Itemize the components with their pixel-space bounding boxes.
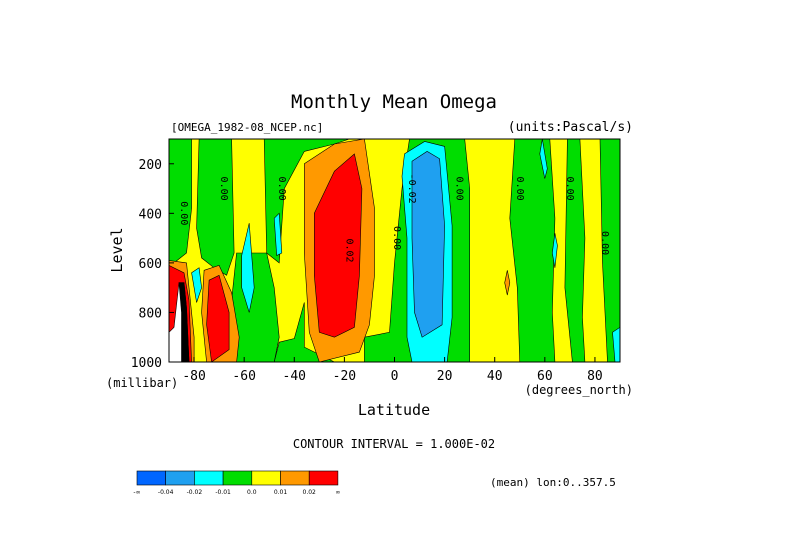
contour-region-22	[206, 274, 230, 362]
y-axis-label: Level	[108, 227, 126, 272]
contour-label: 0.00	[564, 177, 575, 201]
x-units-label: (degrees_north)	[525, 383, 633, 397]
x-tick-label: 20	[437, 369, 453, 384]
contour-label: 0.00	[454, 177, 465, 201]
mean-text: (mean) lon:0..357.5	[490, 476, 616, 489]
x-tick-label: 60	[537, 369, 553, 384]
x-tick-label: -80	[182, 369, 205, 384]
contour-region-23	[191, 267, 202, 303]
y-tick-label: 200	[139, 158, 162, 173]
contour-label: 0.00	[218, 177, 229, 201]
contour-region-1	[196, 139, 235, 276]
contour-region-4	[273, 302, 335, 362]
y-axis: 200 400 600 800 1000	[131, 158, 174, 371]
legend-level-label: -0.04	[158, 489, 174, 496]
contour-region-10	[411, 151, 445, 338]
contour-region-6	[509, 139, 556, 362]
contour-region-7	[564, 139, 586, 362]
legend-level-label: -0.02	[187, 489, 203, 496]
units-label: (units:Pascal/s)	[508, 120, 633, 135]
legend-swatch	[308, 470, 339, 486]
contour-label: 0.00	[514, 177, 525, 201]
legend-swatch	[194, 470, 224, 486]
contour-label: 0.00	[178, 201, 189, 225]
contour-label: 0.02	[343, 238, 354, 262]
legend-swatch	[165, 470, 195, 486]
color-legend: -∞ -0.04 -0.02 -0.01 0.0 0.01 0.02 ∞	[133, 470, 340, 496]
x-tick-label: -40	[283, 369, 306, 384]
legend-swatch	[251, 470, 281, 486]
dataset-name: [OMEGA_1982-08_NCEP.nc]	[171, 121, 323, 134]
y-tick-label: 800	[139, 306, 162, 321]
x-tick-label: 0	[391, 369, 399, 384]
contour-region-0	[169, 139, 192, 264]
y-units-label: (millibar)	[106, 376, 178, 390]
contour-region-17	[313, 153, 363, 338]
legend-level-label: -0.01	[215, 489, 231, 496]
legend-swatch	[222, 470, 253, 486]
contour-region-8	[599, 139, 620, 362]
contour-interval-text: CONTOUR INTERVAL = 1.000E-02	[293, 437, 495, 451]
contour-regions	[169, 139, 620, 362]
legend-level-label: -∞	[133, 489, 140, 496]
legend-level-label: 0.02	[303, 489, 317, 496]
contour-region-15	[612, 326, 620, 362]
y-tick-label: 1000	[131, 356, 162, 371]
y-tick-label: 400	[139, 207, 162, 222]
contour-region-11	[241, 223, 255, 313]
contour-label: 0.00	[391, 226, 402, 250]
contour-region-18	[504, 270, 511, 296]
legend-level-label: 0.0	[247, 489, 257, 496]
contour-region-12	[273, 212, 283, 256]
contour-label: 0.00	[276, 177, 287, 201]
chart-title: Monthly Mean Omega	[291, 91, 497, 113]
contour-labels: 0.00 0.00 0.00 0.02 0.00 -0.02 0.00 0.00 0.00 0.0…	[178, 174, 610, 263]
x-tick-label: -60	[232, 369, 255, 384]
x-tick-label: -20	[333, 369, 356, 384]
x-axis-label: Latitude	[358, 401, 430, 419]
legend-swatch	[136, 470, 167, 486]
legend-swatch	[280, 470, 310, 486]
x-tick-label: 40	[487, 369, 503, 384]
x-tick-label: 80	[587, 369, 603, 384]
contour-label: 0.00	[599, 231, 610, 255]
x-axis: -80 -60 -40 -20 0 20 40 60 80	[182, 357, 603, 384]
legend-level-label: 0.01	[274, 489, 288, 496]
legend-level-label: ∞	[335, 489, 340, 496]
contour-label: -0.02	[406, 174, 417, 204]
contour-region-13	[539, 139, 548, 179]
contour-region-25	[178, 282, 190, 362]
contour-region-3	[263, 139, 350, 264]
y-tick-label: 600	[139, 257, 162, 272]
contour-region-14	[551, 233, 558, 268]
